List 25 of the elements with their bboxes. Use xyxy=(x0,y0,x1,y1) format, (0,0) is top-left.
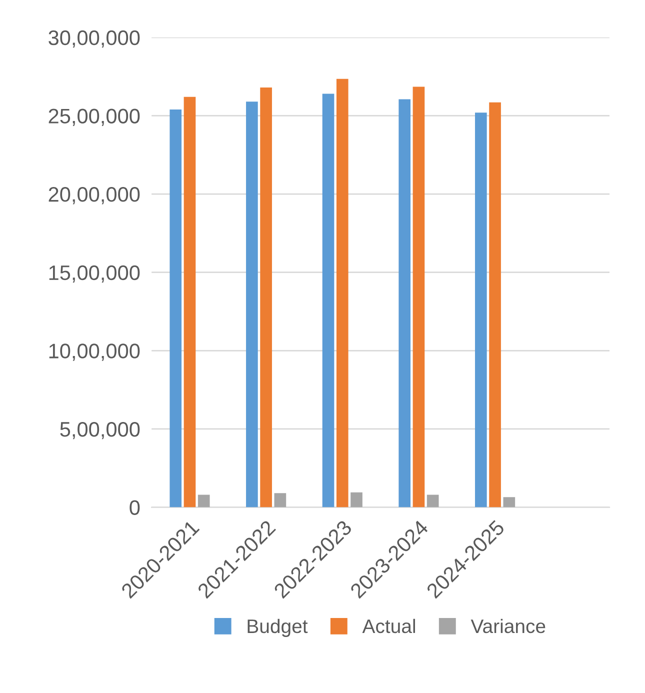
legend-label: Variance xyxy=(470,618,546,634)
bar xyxy=(412,86,425,508)
bar xyxy=(336,78,348,508)
bar xyxy=(489,102,501,508)
y-tick-label: 15,00,000 xyxy=(49,265,140,283)
y-tick-label: 25,00,000 xyxy=(48,108,140,126)
bar xyxy=(475,112,487,508)
y-tick-label: 0 xyxy=(130,500,140,516)
bar xyxy=(184,96,196,508)
y-tick-label: 20,00,000 xyxy=(48,187,140,204)
bar xyxy=(426,494,439,508)
bar xyxy=(398,99,411,508)
bar xyxy=(274,493,286,508)
bar xyxy=(260,88,272,508)
bar xyxy=(350,492,362,508)
bar xyxy=(503,497,516,508)
bar xyxy=(246,102,258,508)
legend-label: Budget xyxy=(248,618,308,637)
bar xyxy=(322,94,334,508)
y-tick-label: 10,00,000 xyxy=(49,344,140,361)
y-tick-label: 30,00,000 xyxy=(48,30,140,48)
bar xyxy=(198,494,210,508)
bar xyxy=(170,109,182,508)
legend-label: Actual xyxy=(362,618,415,634)
y-tick-label: 5,00,000 xyxy=(60,422,140,440)
